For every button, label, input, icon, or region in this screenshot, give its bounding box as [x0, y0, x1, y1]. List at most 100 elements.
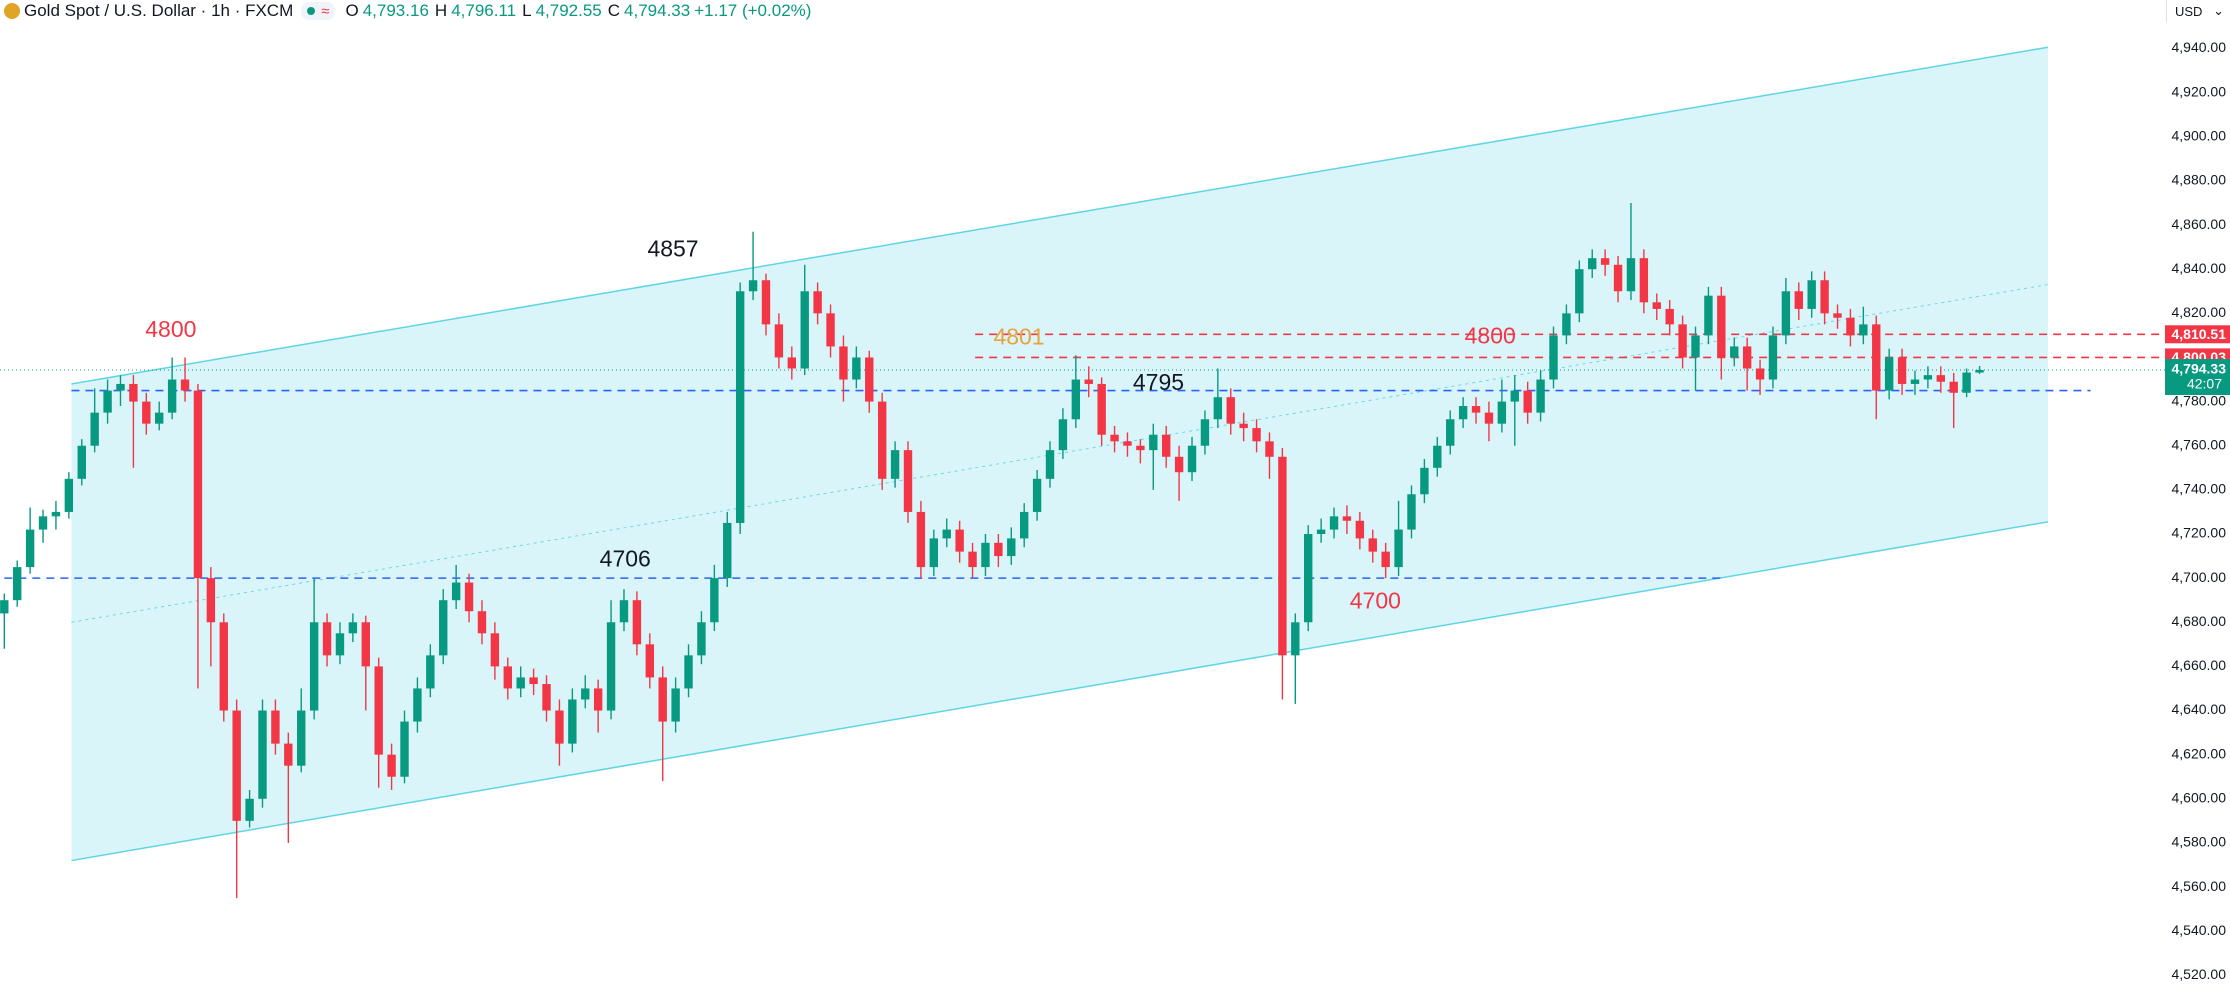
- data-icon: ≈: [321, 2, 330, 20]
- candle-body: [1149, 434, 1158, 451]
- candle-body: [787, 357, 797, 369]
- y-tick-label: 4,940.00: [2172, 39, 2227, 55]
- candle-body: [852, 357, 861, 380]
- y-tick-label: 4,780.00: [2172, 392, 2227, 408]
- candle-body: [606, 622, 616, 711]
- candle-body: [167, 379, 177, 413]
- symbol-title[interactable]: Gold Spot / U.S. Dollar · 1h · FXCM: [24, 1, 294, 20]
- y-tick-label: 4,880.00: [2172, 172, 2227, 188]
- ohlc-label: O: [345, 1, 359, 20]
- candle-body: [413, 688, 422, 722]
- candle-body: [284, 743, 293, 766]
- candle-body: [1936, 375, 1945, 382]
- candle-body: [309, 622, 319, 711]
- candle-body: [645, 644, 654, 678]
- candle-body: [774, 324, 784, 358]
- y-tick-label: 4,840.00: [2172, 260, 2227, 276]
- candle-body: [1420, 467, 1429, 495]
- candle-body: [1265, 441, 1274, 457]
- candle-body: [1510, 390, 1519, 402]
- y-tick-label: 4,820.00: [2172, 304, 2227, 320]
- candle-body: [1639, 258, 1649, 303]
- candle-body: [219, 622, 228, 711]
- candle-body: [490, 633, 500, 667]
- candle-body: [581, 688, 590, 700]
- ohlc-value: 4,792.55: [535, 1, 602, 20]
- candle-body: [1316, 529, 1326, 534]
- candle-body: [1897, 357, 1907, 384]
- y-tick-label: 4,920.00: [2172, 83, 2227, 99]
- symbol-logo: [4, 3, 20, 19]
- candle-body: [1084, 379, 1093, 384]
- candle-body: [1187, 445, 1197, 473]
- annotation: 4700: [1350, 587, 1401, 613]
- currency-label: USD: [2175, 3, 2203, 19]
- candle-body: [813, 291, 822, 314]
- status-pill[interactable]: ≈: [301, 2, 336, 20]
- y-tick-label: 4,580.00: [2172, 834, 2227, 850]
- candle-body: [1549, 335, 1558, 380]
- y-tick-label: 4,560.00: [2172, 878, 2227, 894]
- candle-body: [723, 522, 732, 579]
- candle-body: [258, 710, 267, 799]
- candle-body: [1394, 529, 1403, 568]
- ohlc-label: L: [522, 1, 532, 20]
- candle-body: [439, 600, 448, 656]
- candle-body: [1058, 419, 1068, 451]
- candle-body: [1407, 494, 1416, 530]
- annotation: 4800: [145, 316, 196, 342]
- candle-body: [1226, 397, 1235, 424]
- plot-layer: 4800 4857 4706 4801 4795 4800 4700: [0, 46, 2165, 899]
- annotation: 4800: [1465, 323, 1516, 349]
- candle-body: [322, 622, 332, 656]
- candle-body: [335, 633, 345, 656]
- candle-body: [1872, 324, 1881, 391]
- candle-body: [90, 412, 99, 446]
- candle-body: [761, 280, 771, 325]
- candle-body: [1975, 369, 1984, 373]
- candle-body: [1859, 324, 1868, 336]
- currency-button[interactable]: USD ⌄: [2166, 0, 2228, 22]
- y-tick-label: 4,700.00: [2172, 569, 2227, 585]
- level-price-tag: [2165, 325, 2230, 344]
- candle-body: [1497, 401, 1507, 424]
- candle-body: [1032, 478, 1042, 512]
- candle-body: [1781, 291, 1791, 336]
- candle-body: [1613, 264, 1623, 292]
- candle-body: [1652, 302, 1661, 309]
- y-tick-label: 4,520.00: [2172, 966, 2227, 982]
- channel-midline: [71, 284, 2049, 623]
- candle-body: [1691, 335, 1700, 358]
- candle-body: [1923, 375, 1933, 380]
- plot-area: 4800 4857 4706 4801 4795 4800 4700: [0, 46, 2165, 899]
- candle-body: [1458, 406, 1468, 420]
- candle-body: [1846, 317, 1855, 336]
- candle-body: [103, 390, 112, 413]
- candle-body: [968, 551, 977, 568]
- annotation: 4801: [993, 324, 1044, 350]
- y-tick-label: 4,620.00: [2172, 745, 2227, 761]
- candle-body: [206, 578, 216, 623]
- y-tick-label: 4,540.00: [2172, 922, 2227, 938]
- candle-body: [826, 313, 835, 347]
- ohlc-label: C: [607, 1, 621, 20]
- candle-body: [839, 346, 848, 380]
- candle-body: [129, 383, 138, 402]
- candle-body: [77, 445, 86, 479]
- candle-body: [529, 677, 538, 685]
- candle-body: [0, 600, 9, 614]
- candle-body: [1807, 280, 1816, 309]
- candle-body: [1304, 533, 1313, 623]
- y-tick-label: 4,740.00: [2172, 481, 2227, 497]
- candle-body: [155, 412, 164, 424]
- y-tick-label: 4,720.00: [2172, 525, 2227, 541]
- candle-body: [361, 622, 370, 667]
- candle-body: [1097, 383, 1106, 435]
- candle-body: [1536, 379, 1545, 413]
- candle-body: [555, 710, 564, 744]
- candle-body: [1575, 269, 1584, 314]
- candle-body: [568, 699, 577, 744]
- price-axis-bg: [2165, 0, 2230, 1004]
- candle-body: [451, 582, 461, 601]
- candle-body: [13, 567, 22, 601]
